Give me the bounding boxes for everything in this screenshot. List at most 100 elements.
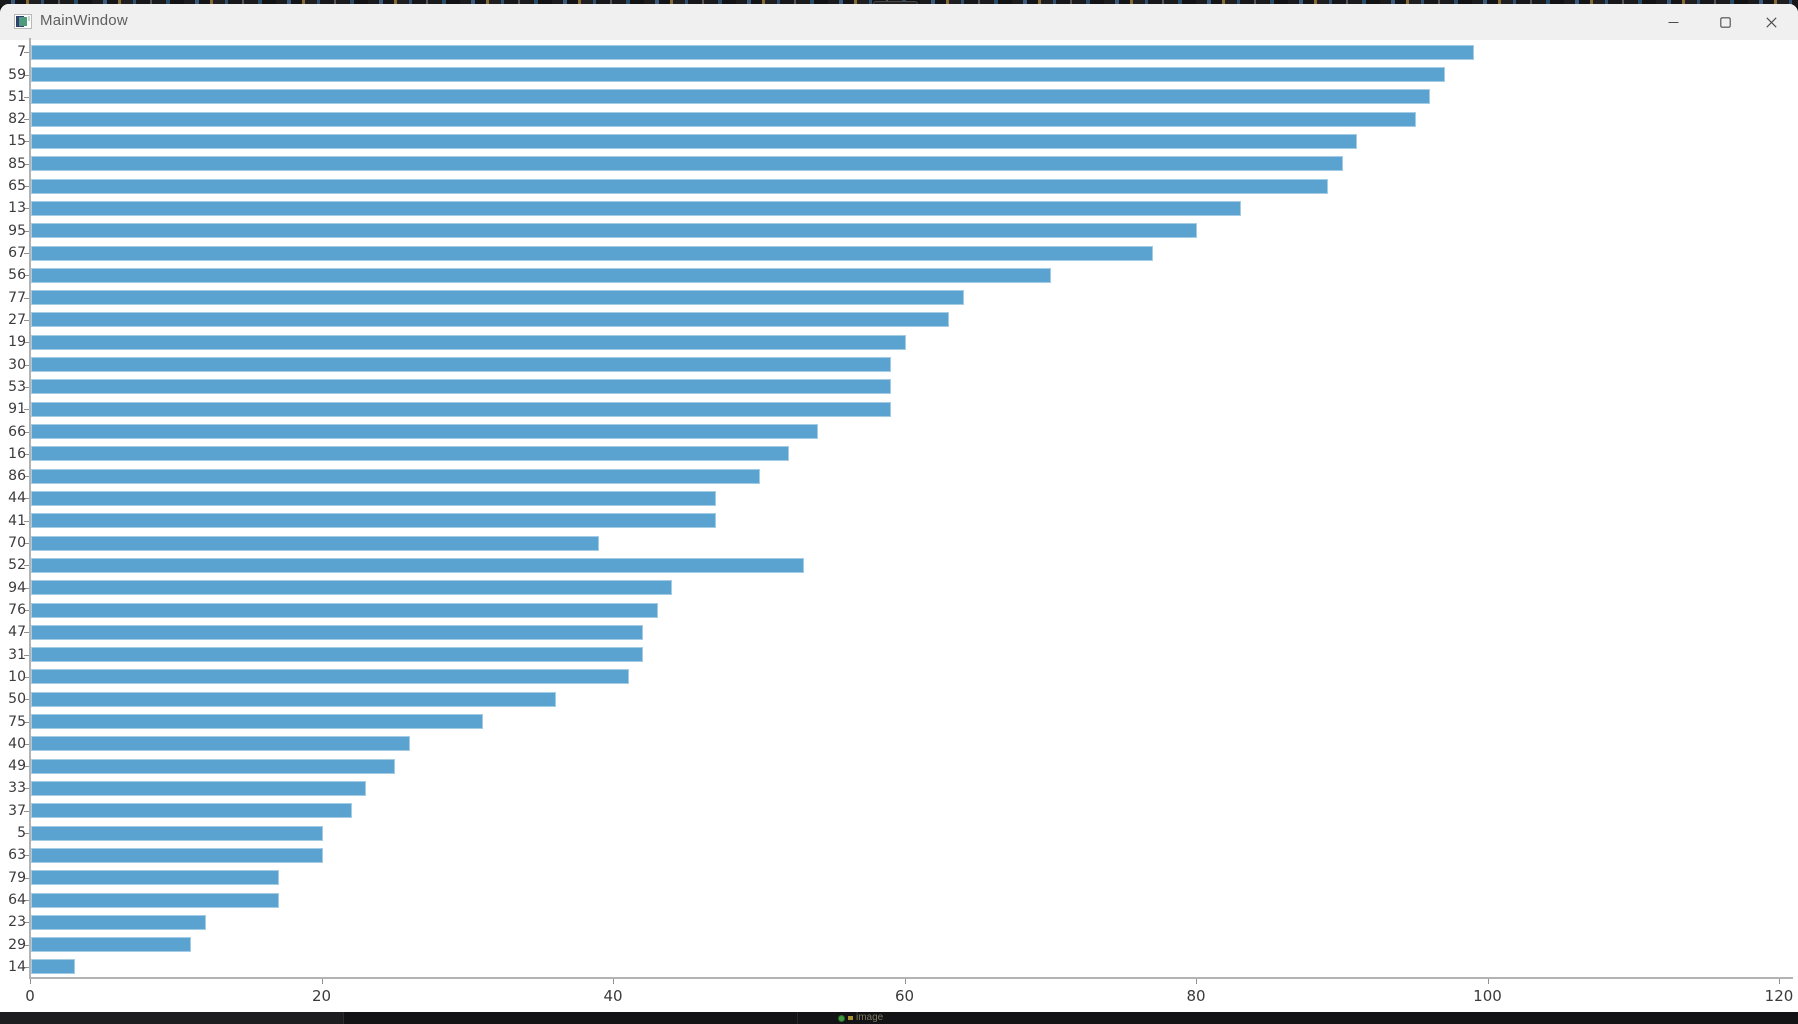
status-yellow-icon xyxy=(848,1016,853,1020)
window-icon-part xyxy=(28,16,30,21)
y-tick xyxy=(24,922,29,924)
bar xyxy=(31,312,950,328)
bar xyxy=(31,223,1197,239)
taskbar-status[interactable]: image xyxy=(838,1012,883,1024)
y-tick xyxy=(24,163,29,165)
y-tick xyxy=(24,275,29,277)
y-tick xyxy=(24,743,29,745)
bar xyxy=(31,803,352,819)
bar xyxy=(31,557,804,573)
y-tick-label: 41 xyxy=(8,512,26,529)
bar xyxy=(31,290,964,306)
bar xyxy=(31,580,673,596)
y-tick xyxy=(24,230,29,232)
bar xyxy=(31,624,644,640)
y-tick xyxy=(24,855,29,857)
bar xyxy=(31,892,279,908)
y-tick xyxy=(24,409,29,411)
bar xyxy=(31,490,716,506)
y-tick-label: 91 xyxy=(8,401,26,418)
y-tick-label: 15 xyxy=(8,133,26,150)
x-tick-label: 40 xyxy=(603,987,623,1005)
bar xyxy=(31,691,556,707)
y-tick xyxy=(24,944,29,946)
bar xyxy=(31,200,1241,216)
y-tick xyxy=(24,833,29,834)
y-tick xyxy=(24,253,29,254)
y-tick-label: 5 xyxy=(17,825,26,841)
y-tick-label: 95 xyxy=(8,222,26,239)
y-tick-label: 23 xyxy=(8,914,26,931)
y-tick-label: 27 xyxy=(8,311,26,328)
y-tick xyxy=(24,476,29,478)
y-tick xyxy=(24,96,29,98)
y-tick xyxy=(24,766,29,768)
bar xyxy=(31,780,367,796)
y-tick xyxy=(24,186,29,188)
bar xyxy=(31,468,760,484)
x-tick-label: 60 xyxy=(894,987,915,1005)
y-tick-label: 29 xyxy=(8,936,26,953)
y-tick xyxy=(24,788,29,790)
x-tick xyxy=(904,979,906,984)
bar xyxy=(31,245,1154,261)
bar xyxy=(31,67,1445,82)
bar xyxy=(31,267,1052,283)
minimize-icon xyxy=(1668,21,1678,23)
app-window: MainWindow 7 59 51 82 15 85 65 13 95 67 56 77 27 1 xyxy=(0,4,1798,1024)
y-tick xyxy=(24,520,29,522)
bar xyxy=(31,736,410,752)
bar xyxy=(31,914,206,930)
y-tick-label: 94 xyxy=(8,579,26,596)
y-tick-label: 31 xyxy=(8,646,26,663)
y-tick xyxy=(24,119,29,121)
y-tick-label: 51 xyxy=(8,88,26,105)
window-icon-part xyxy=(19,17,27,26)
x-tick-label: 120 xyxy=(1764,987,1794,1005)
x-tick xyxy=(613,979,614,984)
y-tick-label: 76 xyxy=(8,602,26,618)
bar xyxy=(31,825,323,841)
y-tick-label: 49 xyxy=(8,758,26,775)
y-tick-label: 70 xyxy=(8,535,26,551)
y-tick xyxy=(24,141,29,143)
y-tick-label: 10 xyxy=(8,668,26,685)
bar xyxy=(31,44,1474,60)
taskbar-status-label: image xyxy=(856,1012,884,1023)
y-tick-label: 67 xyxy=(8,245,26,261)
bar xyxy=(31,379,891,395)
y-tick-label: 85 xyxy=(8,155,26,172)
close-button[interactable] xyxy=(1748,4,1794,40)
maximize-button[interactable] xyxy=(1702,4,1748,40)
y-tick-label: 63 xyxy=(8,847,26,864)
y-tick xyxy=(24,632,29,634)
y-tick-label: 50 xyxy=(8,691,26,708)
y-tick xyxy=(24,966,29,968)
y-tick xyxy=(24,74,29,76)
y-tick-label: 82 xyxy=(8,111,26,128)
y-tick xyxy=(24,654,29,656)
y-tick-label: 7 xyxy=(17,44,26,61)
x-tick xyxy=(1196,979,1197,984)
bar-chart: 7 59 51 82 15 85 65 13 95 67 56 77 27 19 30 53 91 66 16 86 4… xyxy=(0,38,1798,1024)
bar xyxy=(31,111,1416,127)
titlebar[interactable]: MainWindow xyxy=(0,4,1798,40)
y-tick xyxy=(24,543,29,544)
bar xyxy=(31,424,818,439)
y-tick-label: 75 xyxy=(8,713,26,730)
y-tick xyxy=(24,565,29,567)
y-tick xyxy=(24,900,29,901)
y-tick xyxy=(24,610,29,611)
y-tick-label: 13 xyxy=(8,200,26,217)
taskbar-divider xyxy=(797,1012,798,1024)
minimize-button[interactable] xyxy=(1650,4,1696,40)
y-tick xyxy=(24,699,29,701)
y-tick-label: 64 xyxy=(8,892,26,908)
bar xyxy=(31,156,1343,172)
window-title: MainWindow xyxy=(40,12,128,29)
maximize-icon xyxy=(1719,16,1731,28)
y-tick-label: 56 xyxy=(8,267,26,284)
y-tick xyxy=(24,208,29,210)
y-tick xyxy=(24,342,29,344)
x-tick-label: 0 xyxy=(25,987,35,1005)
